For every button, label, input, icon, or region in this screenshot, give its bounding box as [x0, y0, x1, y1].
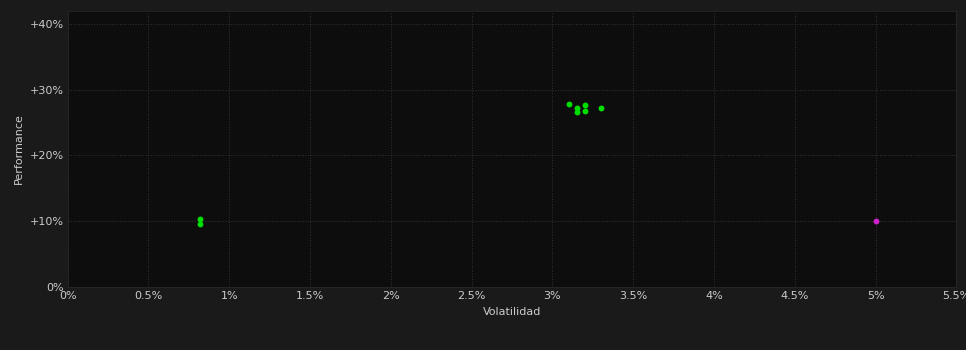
- Point: [192, 216, 208, 221]
- Y-axis label: Performance: Performance: [14, 113, 24, 184]
- Point: [569, 105, 584, 111]
- Point: [577, 103, 592, 108]
- Point: [867, 218, 883, 223]
- X-axis label: Volatilidad: Volatilidad: [483, 307, 541, 317]
- Point: [593, 105, 609, 111]
- Point: [561, 101, 577, 107]
- Point: [569, 109, 584, 115]
- Point: [577, 108, 592, 113]
- Point: [192, 221, 208, 226]
